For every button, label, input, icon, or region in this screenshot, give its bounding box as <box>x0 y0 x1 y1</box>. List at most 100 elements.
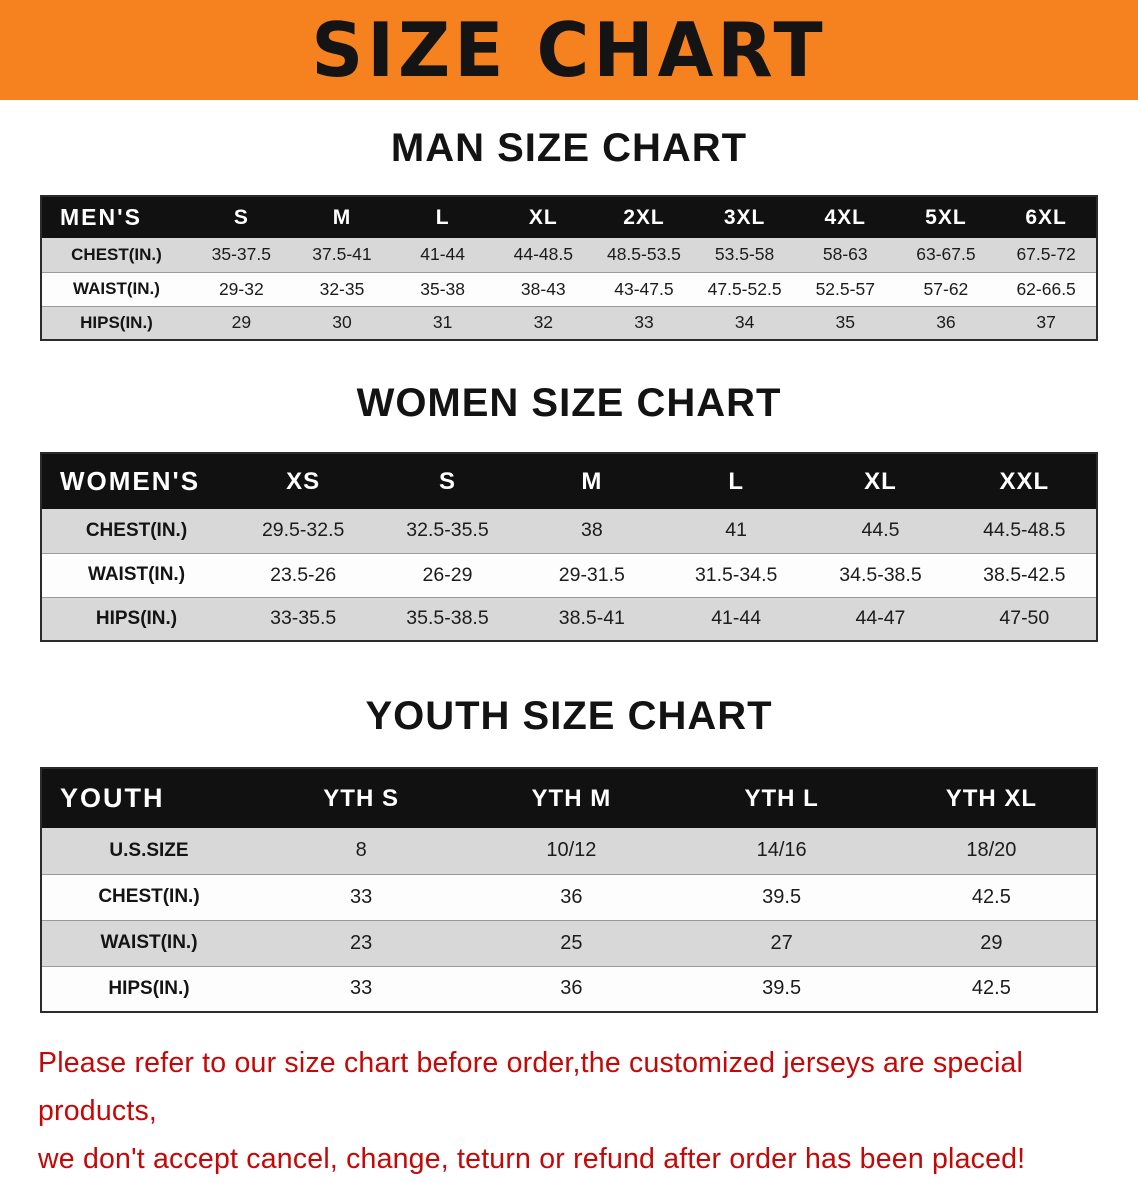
size-cell: 39.5 <box>676 966 887 1013</box>
size-cell: 33 <box>256 966 467 1013</box>
men-table-title: MEN'S <box>41 196 191 238</box>
row-label: CHEST(IN.) <box>41 509 231 554</box>
youth-header-row: YOUTH YTH S YTH M YTH L YTH XL <box>41 768 1097 828</box>
size-cell: 47.5-52.5 <box>694 272 795 307</box>
youth-ussize-row: U.S.SIZE 8 10/12 14/16 18/20 <box>41 828 1097 875</box>
size-cell: 48.5-53.5 <box>593 238 695 273</box>
size-cell: 37 <box>996 306 1097 341</box>
youth-size-table: YOUTH YTH S YTH M YTH L YTH XL U.S.SIZE … <box>40 767 1098 1013</box>
size-cell: 38.5-41 <box>519 597 664 642</box>
size-cell: 32 <box>492 306 594 341</box>
size-cell: 29-32 <box>191 272 292 307</box>
size-cell: 67.5-72 <box>996 238 1097 273</box>
size-cell: 30 <box>291 306 393 341</box>
size-cell: 36 <box>895 306 997 341</box>
size-cell: 41-44 <box>663 597 809 642</box>
size-col-header: 5XL <box>895 196 997 238</box>
men-hips-row: HIPS(IN.) 29 30 31 32 33 34 35 36 37 <box>41 306 1097 341</box>
men-header-row: MEN'S S M L XL 2XL 3XL 4XL 5XL 6XL <box>41 196 1097 238</box>
men-size-table: MEN'S S M L XL 2XL 3XL 4XL 5XL 6XL CHEST… <box>40 195 1098 341</box>
size-cell: 31 <box>392 306 493 341</box>
size-col-header: YTH M <box>466 768 677 828</box>
size-cell: 29.5-32.5 <box>231 509 376 554</box>
size-cell: 42.5 <box>886 966 1097 1013</box>
women-chest-row: CHEST(IN.) 29.5-32.5 32.5-35.5 38 41 44.… <box>41 509 1097 554</box>
size-cell: 37.5-41 <box>291 238 393 273</box>
size-cell: 35 <box>794 306 896 341</box>
size-cell: 32.5-35.5 <box>375 509 520 554</box>
size-cell: 44-47 <box>808 597 953 642</box>
women-heading: WOMEN SIZE CHART <box>356 381 782 425</box>
size-col-header: L <box>663 453 809 509</box>
row-label: U.S.SIZE <box>41 828 256 875</box>
size-col-header: YTH L <box>676 768 887 828</box>
size-cell: 57-62 <box>895 272 997 307</box>
size-cell: 29 <box>191 306 292 341</box>
youth-waist-row: WAIST(IN.) 23 25 27 29 <box>41 920 1097 967</box>
size-cell: 35-37.5 <box>191 238 292 273</box>
size-cell: 41-44 <box>392 238 493 273</box>
size-col-header: 6XL <box>996 196 1097 238</box>
size-cell: 63-67.5 <box>895 238 997 273</box>
row-label: CHEST(IN.) <box>41 238 191 273</box>
size-cell: 31.5-34.5 <box>663 553 809 598</box>
women-waist-row: WAIST(IN.) 23.5-26 26-29 29-31.5 31.5-34… <box>41 553 1097 598</box>
size-col-header: XS <box>231 453 376 509</box>
youth-chest-row: CHEST(IN.) 33 36 39.5 42.5 <box>41 874 1097 921</box>
size-cell: 23.5-26 <box>231 553 376 598</box>
youth-hips-row: HIPS(IN.) 33 36 39.5 42.5 <box>41 966 1097 1013</box>
youth-table-title: YOUTH <box>41 768 256 828</box>
size-col-header: S <box>191 196 292 238</box>
size-cell: 41 <box>663 509 809 554</box>
size-cell: 23 <box>256 920 467 967</box>
size-cell: 26-29 <box>375 553 520 598</box>
men-heading: MAN SIZE CHART <box>390 126 748 170</box>
size-cell: 53.5-58 <box>694 238 795 273</box>
men-section: MAN SIZE CHART MEN'S S M L XL 2XL 3XL 4X… <box>0 126 1138 341</box>
size-col-header: XL <box>808 453 953 509</box>
size-cell: 33 <box>593 306 695 341</box>
size-cell: 44.5 <box>808 509 953 554</box>
size-cell: 36 <box>466 966 677 1013</box>
size-cell: 29 <box>886 920 1097 967</box>
size-cell: 42.5 <box>886 874 1097 921</box>
size-col-header: YTH XL <box>886 768 1097 828</box>
size-cell: 47-50 <box>952 597 1097 642</box>
size-cell: 35-38 <box>392 272 493 307</box>
size-cell: 34 <box>694 306 795 341</box>
size-col-header: XXL <box>952 453 1097 509</box>
row-label: HIPS(IN.) <box>41 597 231 642</box>
size-cell: 8 <box>256 828 467 875</box>
size-cell: 35.5-38.5 <box>375 597 520 642</box>
row-label: WAIST(IN.) <box>41 553 231 598</box>
size-cell: 34.5-38.5 <box>808 553 953 598</box>
size-cell: 39.5 <box>676 874 887 921</box>
size-cell: 58-63 <box>794 238 896 273</box>
row-label: HIPS(IN.) <box>41 306 191 341</box>
disclaimer-line-2: we don't accept cancel, change, teturn o… <box>38 1143 1026 1175</box>
size-cell: 29-31.5 <box>519 553 664 598</box>
women-size-table: WOMEN'S XS S M L XL XXL CHEST(IN.) 29.5-… <box>40 452 1098 642</box>
women-table-title: WOMEN'S <box>41 453 231 509</box>
disclaimer: Please refer to our size chart before or… <box>38 1039 1100 1183</box>
size-cell: 25 <box>466 920 677 967</box>
size-cell: 38-43 <box>492 272 594 307</box>
size-cell: 14/16 <box>676 828 887 875</box>
women-hips-row: HIPS(IN.) 33-35.5 35.5-38.5 38.5-41 41-4… <box>41 597 1097 642</box>
banner: SIZE CHART <box>0 0 1138 100</box>
size-cell: 18/20 <box>886 828 1097 875</box>
size-col-header: XL <box>492 196 594 238</box>
size-cell: 10/12 <box>466 828 677 875</box>
row-label: CHEST(IN.) <box>41 874 256 921</box>
size-col-header: L <box>392 196 493 238</box>
size-cell: 32-35 <box>291 272 393 307</box>
row-label: HIPS(IN.) <box>41 966 256 1013</box>
youth-heading: YOUTH SIZE CHART <box>365 694 773 738</box>
size-cell: 33-35.5 <box>231 597 376 642</box>
size-cell: 27 <box>676 920 887 967</box>
size-col-header: M <box>519 453 664 509</box>
size-cell: 52.5-57 <box>794 272 896 307</box>
size-cell: 38 <box>519 509 664 554</box>
size-col-header: 2XL <box>593 196 695 238</box>
